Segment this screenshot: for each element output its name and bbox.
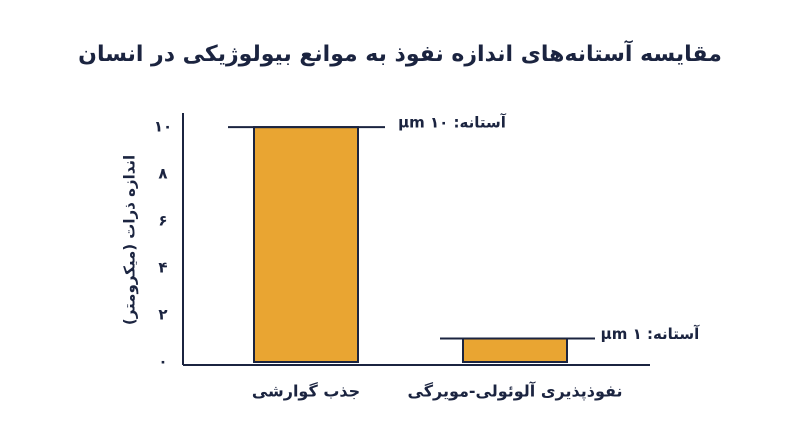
threshold-label: آستانه: ۱ µm <box>601 325 701 343</box>
y-axis-label: اندازه ذرات (میکرومتر) <box>121 155 139 325</box>
bar <box>253 126 359 363</box>
y-tick-label: ۰ <box>158 353 167 371</box>
y-tick-label: ۲ <box>158 306 167 324</box>
y-tick-label: ۴ <box>158 259 167 277</box>
x-tick-label: جذب گوارشی <box>252 382 360 401</box>
y-tick-label: ۱۰ <box>154 118 172 136</box>
y-tick-label: ۸ <box>158 165 167 183</box>
threshold-label: آستانه: ۱۰ µm <box>398 114 507 132</box>
x-tick-label: نفوذپذیری آلوئولی-مویرگی <box>408 381 623 402</box>
bar <box>462 337 568 363</box>
chart-title: مقایسه آستانه‌های اندازه نفوذ به موانع ب… <box>78 39 722 67</box>
y-tick-label: ۶ <box>158 212 167 230</box>
